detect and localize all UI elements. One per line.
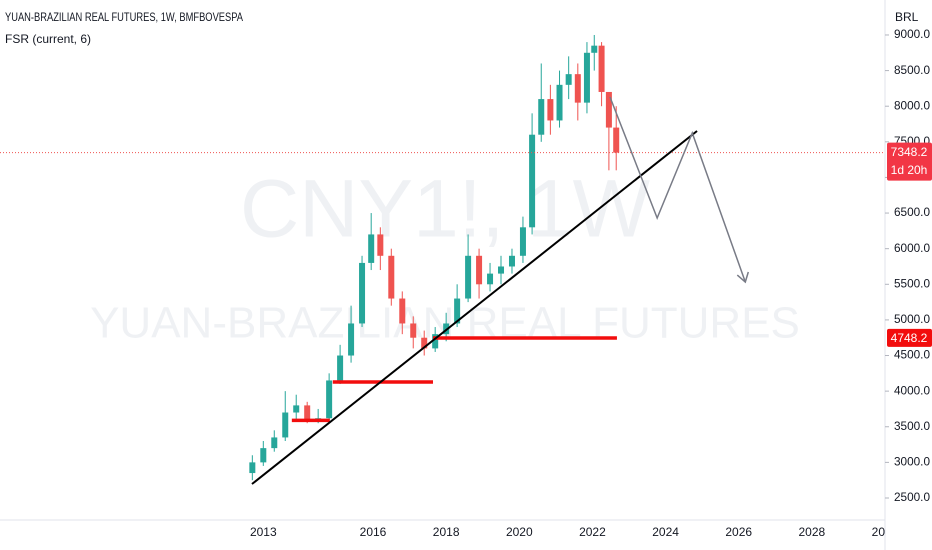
candle-body: [304, 405, 311, 420]
last-price-label: 7348.2: [891, 145, 928, 159]
candle-body: [529, 134, 536, 228]
y-tick-label: 6000.0: [894, 241, 930, 255]
candle-body: [465, 255, 472, 299]
watermark: YUAN-BRAZILIAN REAL FUTURES: [90, 299, 800, 348]
candle-body: [326, 380, 333, 419]
candle-body: [556, 84, 563, 121]
candle-body: [432, 334, 439, 349]
candle-body: [399, 298, 406, 324]
candle-body: [337, 355, 344, 381]
arrow-head: [736, 271, 750, 284]
price-axis: [885, 0, 932, 550]
candle-body: [547, 99, 554, 121]
candle-body: [574, 74, 581, 103]
y-tick-label: 8500.0: [894, 63, 930, 77]
candle-body: [359, 262, 366, 324]
candle-body: [598, 45, 605, 92]
indicator-label: FSR (current, 6): [5, 32, 91, 46]
y-tick-label: 5500.0: [894, 276, 930, 290]
candle-body: [508, 255, 515, 267]
candle-body: [388, 255, 395, 299]
y-tick-label: 8000.0: [894, 98, 930, 112]
candle-body: [368, 234, 375, 263]
x-tick-label: 2022: [579, 525, 606, 539]
candle-body: [487, 273, 494, 285]
candle-body: [421, 337, 428, 349]
candle-body: [605, 91, 612, 128]
chart-title: YUAN-BRAZILIAN REAL FUTURES, 1W, BMFBOVE…: [5, 10, 243, 24]
currency-label: BRL: [895, 10, 919, 24]
last-price-badge: [887, 142, 932, 181]
level-badge: [887, 328, 932, 347]
candle-body: [293, 405, 300, 413]
candle-body: [348, 323, 355, 356]
y-tick-label: 3500.0: [894, 419, 930, 433]
candle-body: [498, 266, 505, 274]
candle-body: [410, 323, 417, 338]
candle-body: [282, 412, 289, 438]
candle-body: [519, 227, 526, 256]
candle-body: [583, 52, 590, 103]
candle-body: [565, 74, 572, 85]
projection-path: [609, 96, 747, 283]
y-tick-label: 4500.0: [894, 348, 930, 362]
x-tick-label: 2018: [433, 525, 460, 539]
x-tick-label: 2013: [250, 525, 277, 539]
y-tick-label: 2500.0: [894, 490, 930, 504]
countdown-label: 1d 20h: [891, 163, 928, 177]
x-tick-label: 2016: [360, 525, 387, 539]
level-label: 4748.2: [891, 331, 928, 345]
candle-body: [613, 127, 620, 153]
y-tick-label: 4000.0: [894, 383, 930, 397]
candle-body: [377, 234, 384, 256]
candle-body: [476, 255, 483, 285]
trendline: [251, 130, 698, 485]
candle-body: [271, 437, 278, 449]
candle-body: [454, 298, 461, 324]
x-tick-label: 2020: [506, 525, 533, 539]
candle-body: [260, 448, 267, 463]
x-tick-label: 2026: [725, 525, 752, 539]
candle-body: [538, 99, 545, 135]
candle-body: [249, 462, 256, 474]
x-tick-label: 2028: [799, 525, 826, 539]
y-tick-label: 5000.0: [894, 312, 930, 326]
x-tick-label: 2024: [652, 525, 679, 539]
candle-body: [591, 45, 598, 53]
y-tick-label: 6500.0: [894, 205, 930, 219]
watermark: CNY1!, 1W: [240, 164, 651, 255]
y-tick-label: 9000.0: [894, 27, 930, 41]
y-tick-label: 3000.0: [894, 455, 930, 469]
